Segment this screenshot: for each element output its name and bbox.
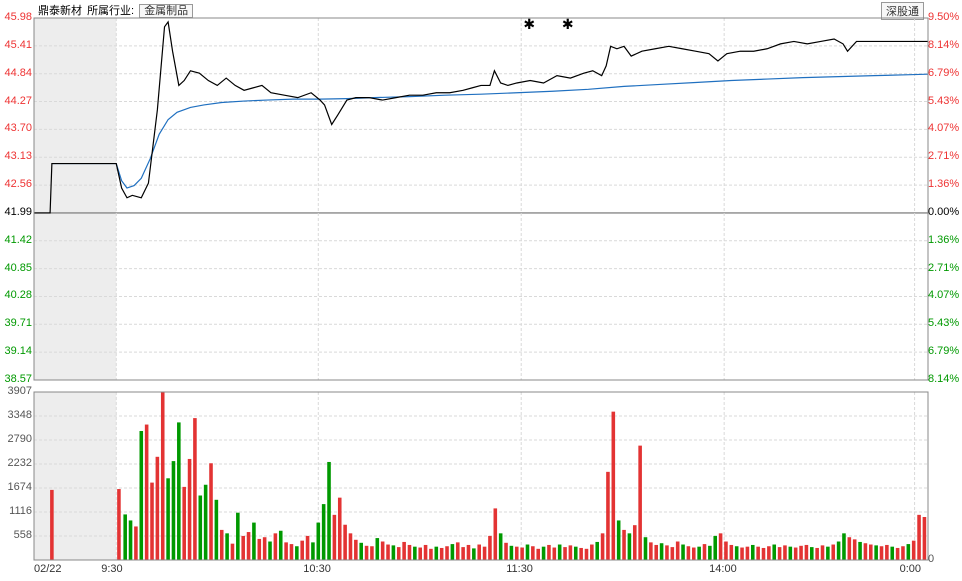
x-tick: 11:30 [506, 563, 533, 575]
x-tick: 9:30 [101, 563, 122, 575]
x-tick: 0:00 [900, 563, 921, 575]
vol-left-tick: 1116 [0, 505, 32, 517]
y-left-tick: 43.13 [0, 150, 32, 162]
y-right-tick: 8.14% [928, 39, 962, 51]
vol-right-zero: 0 [928, 553, 962, 565]
y-left-tick: 45.98 [0, 11, 32, 23]
x-axis-labels: 02/22 9:30 10:30 11:30 14:00 0:00 [34, 563, 928, 579]
x-tick: 14:00 [709, 563, 737, 575]
event-star-icon: ✱ [562, 16, 574, 33]
y-left-tick: 40.28 [0, 289, 32, 301]
stock-intraday-chart: 鼎泰新材 所属行业: 金属制品 深股通 ✕ 45.989.50%45.418.1… [0, 0, 962, 581]
y-left-tick: 44.27 [0, 95, 32, 107]
vol-left-tick: 558 [0, 529, 32, 541]
event-star-icon: ✱ [523, 16, 535, 33]
y-right-tick: 6.79% [928, 345, 962, 357]
y-right-tick: 1.36% [928, 234, 962, 246]
y-right-tick: 6.79% [928, 67, 962, 79]
y-right-tick: 5.43% [928, 95, 962, 107]
y-right-tick: 0.00% [928, 206, 962, 218]
x-tick: 02/22 [34, 563, 62, 575]
y-right-tick: 2.71% [928, 150, 962, 162]
y-left-tick: 40.85 [0, 262, 32, 274]
y-left-tick: 42.56 [0, 178, 32, 190]
vol-left-tick: 2790 [0, 433, 32, 445]
y-right-tick: 8.14% [928, 373, 962, 385]
chart-svg [0, 0, 962, 581]
y-left-tick: 39.14 [0, 345, 32, 357]
y-left-tick: 41.99 [0, 206, 32, 218]
vol-left-tick: 2232 [0, 457, 32, 469]
y-left-tick: 39.71 [0, 317, 32, 329]
y-left-tick: 44.84 [0, 67, 32, 79]
vol-left-tick: 3348 [0, 409, 32, 421]
y-right-tick: 4.07% [928, 122, 962, 134]
y-left-tick: 45.41 [0, 39, 32, 51]
vol-left-tick: 1674 [0, 481, 32, 493]
y-right-tick: 2.71% [928, 262, 962, 274]
y-right-tick: 1.36% [928, 178, 962, 190]
y-left-tick: 38.57 [0, 373, 32, 385]
y-left-tick: 43.70 [0, 122, 32, 134]
vol-left-tick: 3907 [0, 385, 32, 397]
y-right-tick: 4.07% [928, 289, 962, 301]
y-left-tick: 41.42 [0, 234, 32, 246]
y-right-tick: 5.43% [928, 317, 962, 329]
x-tick: 10:30 [303, 563, 331, 575]
y-right-tick: 9.50% [928, 11, 962, 23]
